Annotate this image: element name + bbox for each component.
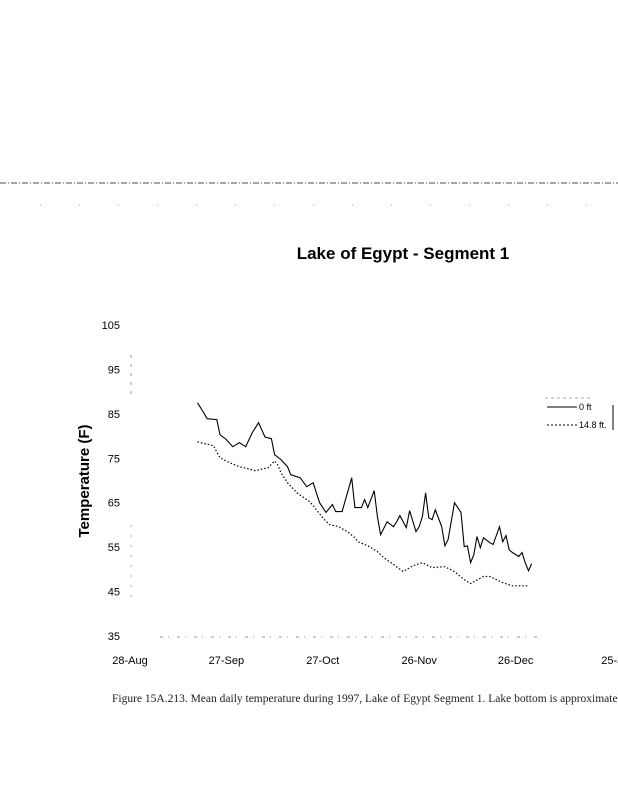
legend-label-14-8ft: 14.8 ft. [579, 420, 607, 430]
legend: 0 ft 14.8 ft. [545, 397, 614, 430]
y-tick-label: 85 [108, 409, 120, 421]
series-lines [197, 402, 533, 587]
y-tick-label: 105 [102, 320, 120, 332]
x-tick-label: 27-Oct [306, 655, 339, 667]
y-tick-label: 35 [108, 631, 120, 643]
scan-artifacts [0, 182, 618, 206]
y-tick-label: 65 [108, 498, 120, 510]
y-axis-label: Temperature (F) [76, 424, 93, 537]
x-tick-label: 26-Nov [401, 655, 437, 667]
x-tick-label: 28-Aug [112, 655, 147, 667]
y-tick-label: 75 [108, 453, 120, 465]
x-tick-label: 27-Sep [209, 655, 244, 667]
y-tick-label: 95 [108, 364, 120, 376]
x-tick-label: 25-J [601, 655, 618, 667]
legend-label-0ft: 0 ft [579, 402, 592, 412]
series-line-0ft [197, 402, 533, 573]
y-tick-label: 45 [108, 587, 120, 599]
x-tick-label: 26-Dec [498, 655, 534, 667]
figure-caption: Figure 15A.213. Mean daily temperature d… [112, 693, 618, 705]
series-line-14-8ft [197, 441, 529, 587]
y-ticks: 35 45 55 65 75 85 95 105 [102, 320, 120, 643]
y-tick-label: 55 [108, 542, 120, 554]
chart-title: Lake of Egypt - Segment 1 [297, 244, 510, 263]
axis-fragments [130, 355, 540, 638]
x-ticks: 28-Aug 27-Sep 27-Oct 26-Nov 26-Dec 25-J [112, 655, 618, 667]
